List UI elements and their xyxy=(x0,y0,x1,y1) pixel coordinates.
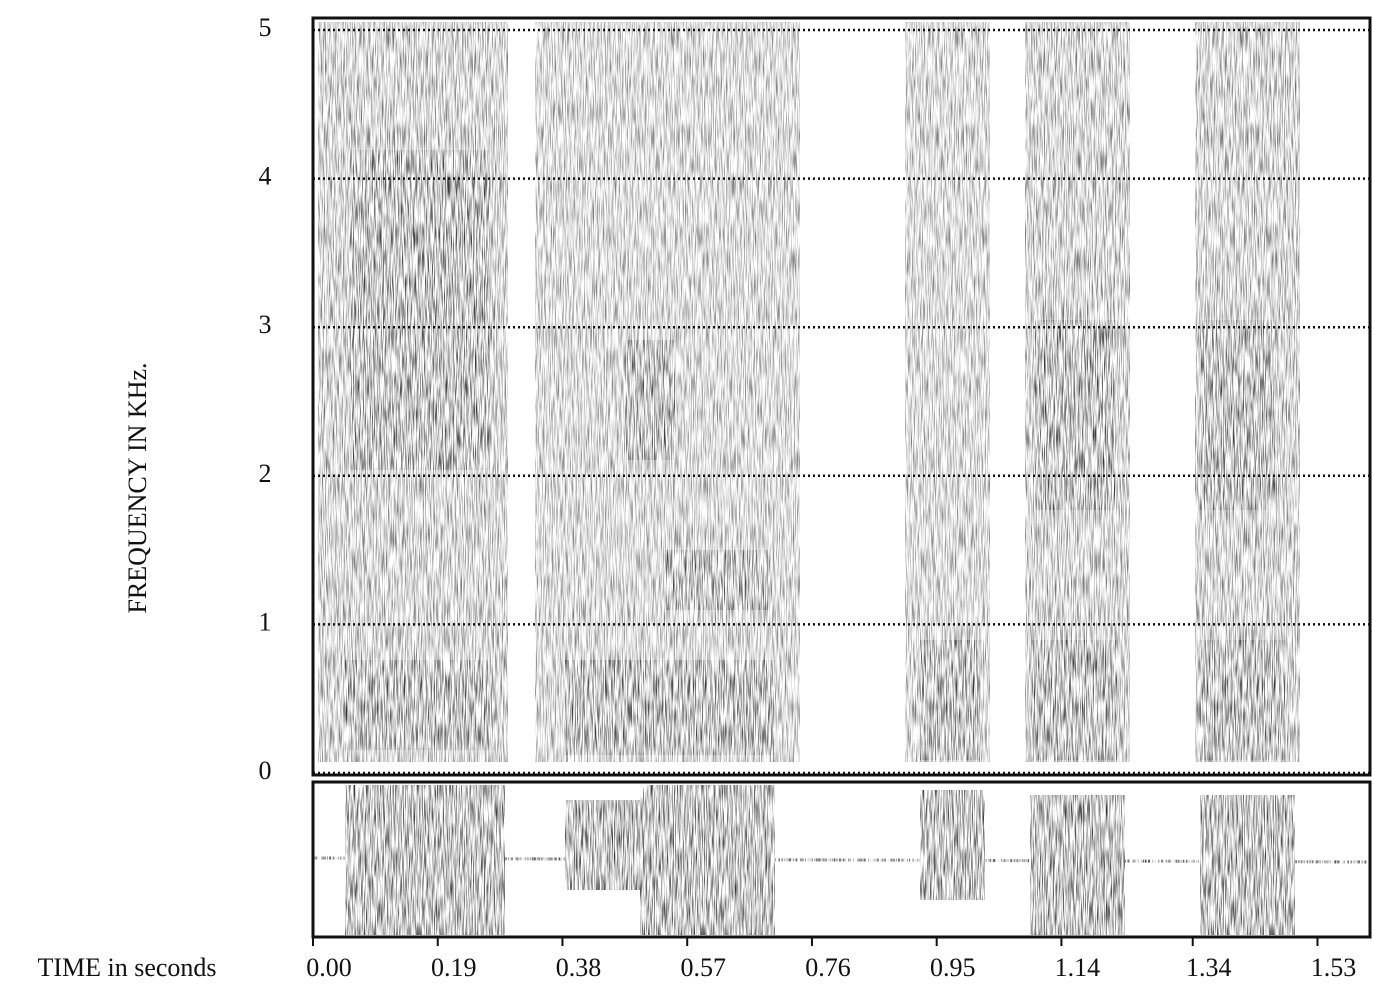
x-tick-label: 1.34 xyxy=(1186,953,1232,982)
x-tick-label: 0.57 xyxy=(680,953,726,982)
y-axis-label: FREQUENCY IN KHz. xyxy=(123,362,152,613)
y-tick-label: 0 xyxy=(259,756,272,785)
x-tick-label: 0.76 xyxy=(805,953,851,982)
y-tick-label: 2 xyxy=(259,459,272,488)
y-tick-label: 3 xyxy=(259,310,272,339)
x-tick-label: 0.19 xyxy=(431,953,477,982)
spectrogram xyxy=(318,22,1300,762)
spectrogram-frame xyxy=(311,16,1372,777)
y-tick-label: 5 xyxy=(259,13,272,42)
waveform-frame xyxy=(311,780,1372,939)
x-tick-label: 0.95 xyxy=(930,953,976,982)
waveform xyxy=(312,785,1371,935)
y-tick-label: 4 xyxy=(259,162,272,191)
x-tick-label: 0.38 xyxy=(556,953,602,982)
x-axis-label: TIME in seconds xyxy=(37,953,216,982)
x-tick-label: 0.00 xyxy=(306,953,352,982)
y-tick-label: 1 xyxy=(259,607,272,636)
x-tick-label: 1.53 xyxy=(1311,953,1357,982)
x-tick-label: 1.14 xyxy=(1055,953,1101,982)
